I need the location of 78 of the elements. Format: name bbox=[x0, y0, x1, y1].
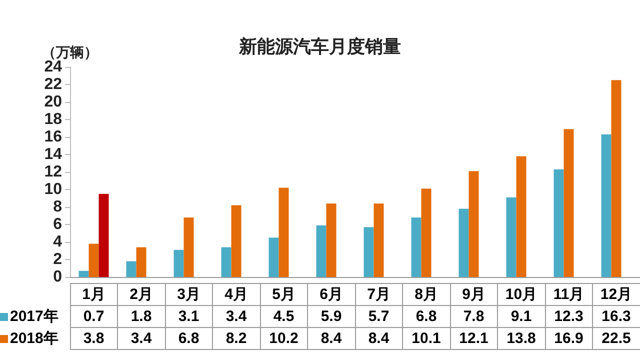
y-tick-label: 12 bbox=[44, 164, 62, 180]
data-label: 3.1 bbox=[165, 306, 212, 328]
chart-title: 新能源汽车月度销量 bbox=[238, 36, 401, 58]
x-tick-label: 10月 bbox=[498, 284, 545, 306]
bar bbox=[88, 244, 99, 277]
data-label: 8.2 bbox=[212, 328, 260, 350]
bar bbox=[458, 208, 469, 277]
x-tick-label: 11月 bbox=[545, 284, 592, 306]
bar bbox=[364, 227, 374, 277]
x-tick-label: 9月 bbox=[450, 284, 498, 306]
data-label: 3.8 bbox=[70, 328, 118, 350]
bar bbox=[564, 129, 574, 277]
y-tick-label: 22 bbox=[44, 76, 62, 93]
data-label: 16.9 bbox=[545, 328, 592, 350]
legend-label: 2017年 bbox=[9, 307, 60, 327]
x-tick-label: 4月 bbox=[212, 284, 260, 306]
bar bbox=[326, 204, 336, 277]
bar bbox=[174, 250, 184, 277]
data-label: 0.7 bbox=[70, 306, 118, 328]
y-tick-label: 14 bbox=[44, 146, 62, 163]
x-tick-label: 1月 bbox=[70, 284, 118, 306]
bar bbox=[231, 205, 242, 277]
bar bbox=[278, 188, 289, 277]
data-label: 8.4 bbox=[355, 328, 402, 350]
data-label: 5.9 bbox=[308, 306, 355, 328]
x-tick-label: 8月 bbox=[402, 284, 450, 306]
y-tick-label: 18 bbox=[44, 111, 62, 128]
x-tick-label: 5月 bbox=[260, 284, 308, 306]
data-label: 6.8 bbox=[402, 306, 450, 328]
legend-label: 2018年 bbox=[9, 329, 60, 349]
y-tick-label: 8 bbox=[53, 198, 62, 216]
y-tick-label: 2 bbox=[53, 251, 62, 268]
bar bbox=[516, 156, 526, 277]
x-tick-label: 6月 bbox=[308, 284, 355, 306]
data-label: 3.4 bbox=[212, 306, 260, 328]
y-tick-label: 16 bbox=[44, 128, 62, 146]
bar bbox=[611, 80, 622, 277]
bar bbox=[421, 188, 432, 277]
data-label: 16.3 bbox=[592, 306, 640, 328]
y-tick-label: 20 bbox=[44, 94, 62, 110]
y-axis-title: （万辆） bbox=[42, 44, 98, 60]
y-tick-label: 6 bbox=[53, 216, 62, 233]
x-tick-label: 3月 bbox=[165, 284, 212, 306]
data-label: 5.7 bbox=[355, 306, 402, 328]
x-tick-label: 2月 bbox=[118, 284, 165, 306]
bar bbox=[468, 171, 479, 277]
bar bbox=[506, 197, 516, 277]
bar bbox=[221, 247, 232, 277]
data-label: 8.4 bbox=[308, 328, 355, 350]
bar bbox=[316, 225, 326, 277]
y-tick-label: 0 bbox=[53, 268, 62, 286]
data-label: 13.8 bbox=[498, 328, 545, 350]
data-label: 10.2 bbox=[260, 328, 308, 350]
y-tick-label: 10 bbox=[44, 181, 62, 198]
x-tick-label: 7月 bbox=[355, 284, 402, 306]
data-label: 12.3 bbox=[545, 306, 592, 328]
bar bbox=[268, 238, 279, 277]
data-label: 12.1 bbox=[450, 328, 498, 350]
data-label: 22.5 bbox=[592, 328, 640, 350]
bar bbox=[554, 169, 564, 277]
y-tick-label: 24 bbox=[44, 58, 62, 76]
data-label: 4.5 bbox=[260, 306, 308, 328]
x-tick-label: 12月 bbox=[592, 284, 640, 306]
data-label: 6.8 bbox=[165, 328, 212, 350]
data-label: 10.1 bbox=[402, 328, 450, 350]
bar bbox=[411, 218, 422, 277]
y-tick-label: 4 bbox=[53, 234, 62, 250]
bar bbox=[78, 270, 89, 277]
data-label: 3.4 bbox=[118, 328, 165, 350]
bar bbox=[98, 194, 109, 277]
bar bbox=[374, 204, 384, 277]
bar bbox=[601, 134, 612, 277]
data-label: 9.1 bbox=[498, 306, 545, 328]
bar bbox=[136, 247, 146, 277]
bar bbox=[126, 261, 136, 277]
data-label: 7.8 bbox=[450, 306, 498, 328]
data-label: 1.8 bbox=[118, 306, 165, 328]
bar bbox=[184, 218, 194, 277]
